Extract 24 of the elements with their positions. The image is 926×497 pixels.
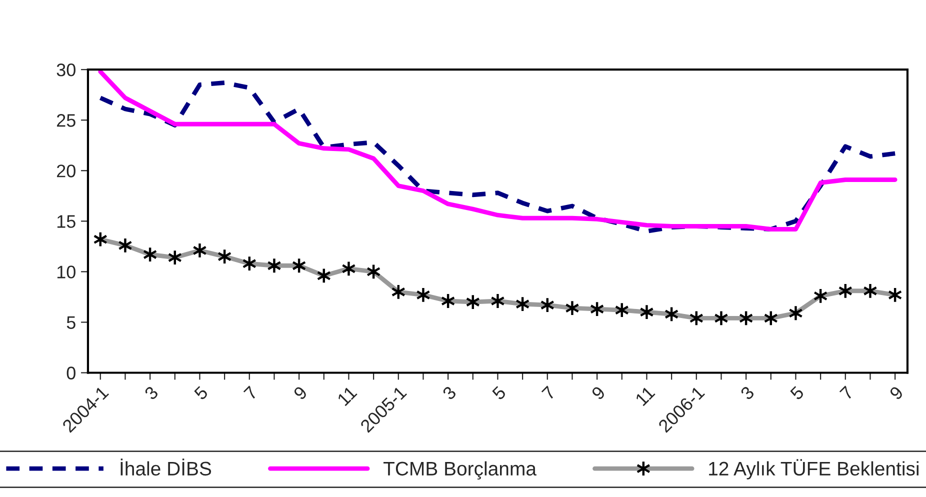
x-tick-label: 7 (541, 386, 556, 400)
x-tick-label: 3 (442, 385, 457, 401)
legend-label: TCMB Borçlanma (383, 461, 536, 480)
x-tick-label: 3 (144, 385, 159, 401)
y-tick-label: 0 (66, 366, 76, 380)
legend-label: İhale DİBS (120, 458, 212, 476)
x-tick-label: 9 (590, 385, 606, 400)
x-tick-label: 9 (888, 385, 904, 400)
y-tick-label: 5 (66, 316, 76, 329)
x-tick-label: 3 (740, 385, 755, 401)
x-tick-label: 7 (243, 386, 258, 400)
x-tick-label: 9 (292, 385, 308, 400)
x-tick-label: 5 (790, 386, 805, 401)
x-tick-label: 5 (194, 386, 209, 401)
y-tick-label: 20 (56, 164, 76, 178)
x-tick-label: 5 (492, 386, 507, 401)
x-tick-label: 11 (336, 386, 358, 406)
y-tick-label: 15 (57, 215, 76, 228)
y-tick-label: 30 (56, 64, 76, 76)
x-tick-label: 11 (634, 386, 656, 406)
y-tick-label: 10 (57, 266, 76, 278)
y-tick-label: 25 (56, 114, 76, 127)
legend-label: 12 Aylık TÜFE Beklentisi (709, 459, 918, 480)
x-tick-label: 7 (839, 386, 854, 400)
